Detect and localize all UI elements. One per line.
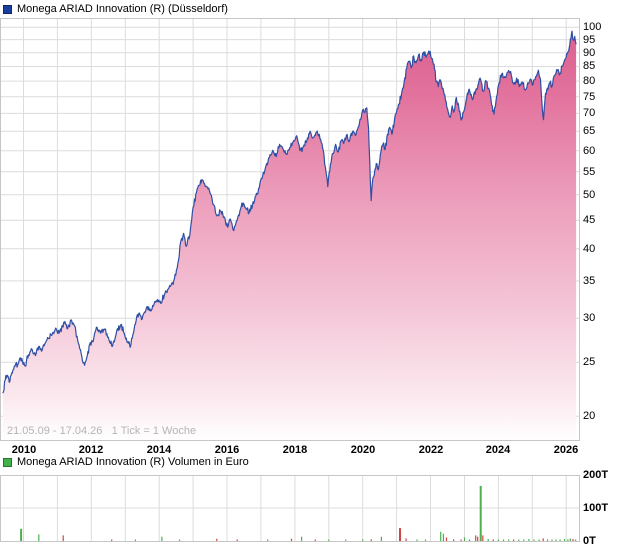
price-axis-tick-90: 90	[583, 47, 596, 59]
volume-bar	[216, 538, 218, 541]
price-axis-tick-95: 95	[583, 34, 596, 46]
volume-bar	[475, 535, 477, 541]
price-axis-tick-75: 75	[583, 91, 596, 103]
price-axis-tick-55: 55	[583, 166, 596, 178]
volume-bar	[134, 539, 136, 541]
volume-bar	[453, 539, 455, 542]
time-axis-tick-2022: 2022	[418, 444, 444, 456]
volume-bar	[523, 539, 525, 541]
date-range-label: 21.05.09 - 17.04.26	[7, 425, 103, 437]
price-axis-tick-65: 65	[583, 125, 596, 137]
volume-bar	[460, 539, 462, 541]
volume-bar	[236, 539, 238, 541]
volume-bar	[440, 531, 442, 541]
volume-bar	[559, 539, 561, 541]
volume-bar	[111, 539, 113, 541]
volume-bar	[567, 539, 569, 542]
price-axis-tick-40: 40	[583, 243, 596, 255]
volume-bar	[492, 539, 494, 541]
price-axis-tick-50: 50	[583, 189, 596, 201]
volume-bar	[508, 539, 510, 541]
volume-bar	[538, 539, 540, 541]
volume-bar	[463, 537, 466, 541]
price-axis-tick-85: 85	[583, 60, 596, 72]
volume-bar	[62, 535, 64, 541]
volume-bar	[314, 539, 316, 541]
volume-bar	[569, 538, 571, 541]
volume-bar	[301, 536, 303, 541]
volume-bar	[442, 533, 444, 541]
chart-period-info: 21.05.09 - 17.04.26 1 Tick = 1 Woche	[7, 425, 196, 437]
volume-bar	[424, 539, 427, 541]
volume-axis-tick-100T: 100T	[583, 502, 609, 514]
volume-bar	[563, 539, 566, 541]
price-axis-tick-70: 70	[583, 107, 596, 119]
volume-chart-title: Monega ARIAD Innovation (R) Volumen in E…	[17, 456, 249, 468]
price-axis-tick-35: 35	[583, 275, 596, 287]
time-axis-tick-2016: 2016	[214, 444, 240, 456]
price-axis-tick-45: 45	[583, 214, 596, 226]
volume-bar	[416, 539, 418, 541]
time-axis-tick-2018: 2018	[282, 444, 308, 456]
volume-bar	[542, 538, 544, 541]
volume-bar	[178, 539, 181, 541]
volume-bar	[479, 485, 482, 541]
price-axis-tick-100: 100	[583, 21, 602, 33]
volume-bar	[572, 539, 574, 541]
volume-bar	[513, 539, 515, 541]
volume-bar	[380, 536, 382, 541]
volume-axis-tick-0T: 0T	[583, 535, 596, 546]
volume-bar	[477, 536, 479, 541]
price-series-legend-swatch	[3, 4, 12, 14]
price-axis-tick-80: 80	[583, 75, 596, 87]
volume-bar	[547, 539, 549, 542]
volume-bar	[533, 539, 535, 541]
volume-axis-tick-200T: 200T	[583, 469, 609, 481]
volume-bar	[38, 534, 40, 541]
volume-bar	[405, 538, 407, 541]
time-axis-tick-2024: 2024	[485, 444, 511, 456]
volume-bar	[362, 539, 364, 541]
volume-bar	[290, 538, 293, 541]
volume-bar	[555, 539, 557, 541]
tick-interval-label: 1 Tick = 1 Woche	[111, 425, 197, 437]
volume-bar	[399, 528, 401, 541]
volume-bar	[528, 539, 530, 541]
price-chart-title: Monega ARIAD Innovation (R) (Düsseldorf)	[17, 3, 228, 15]
price-axis-tick-25: 25	[583, 356, 596, 368]
volume-bar	[497, 539, 499, 541]
volume-chart-header: Monega ARIAD Innovation (R) Volumen in E…	[3, 456, 249, 468]
price-chart-header: Monega ARIAD Innovation (R) (Düsseldorf)	[3, 3, 228, 15]
volume-bar	[575, 539, 577, 541]
volume-bar	[20, 528, 23, 541]
volume-bar	[551, 539, 553, 541]
volume-bar	[267, 539, 269, 541]
volume-bar	[328, 539, 330, 541]
volume-bar	[482, 535, 484, 541]
volume-bar	[345, 539, 347, 541]
volume-bar	[161, 536, 163, 541]
volume-series-legend-swatch	[3, 457, 12, 467]
price-axis-tick-20: 20	[583, 410, 596, 422]
time-axis-tick-2020: 2020	[350, 444, 376, 456]
volume-bar	[445, 537, 448, 541]
volume-bar	[487, 539, 489, 541]
volume-bar	[518, 539, 520, 541]
volume-bar	[370, 539, 372, 542]
time-axis-tick-2026: 2026	[553, 444, 579, 456]
price-axis-tick-60: 60	[583, 145, 596, 157]
volume-bar	[502, 539, 505, 542]
time-axis-tick-2010: 2010	[11, 444, 37, 456]
volume-bar	[468, 539, 471, 542]
price-axis-tick-30: 30	[583, 312, 596, 324]
time-axis-tick-2014: 2014	[146, 444, 172, 456]
time-axis-tick-2012: 2012	[78, 444, 104, 456]
